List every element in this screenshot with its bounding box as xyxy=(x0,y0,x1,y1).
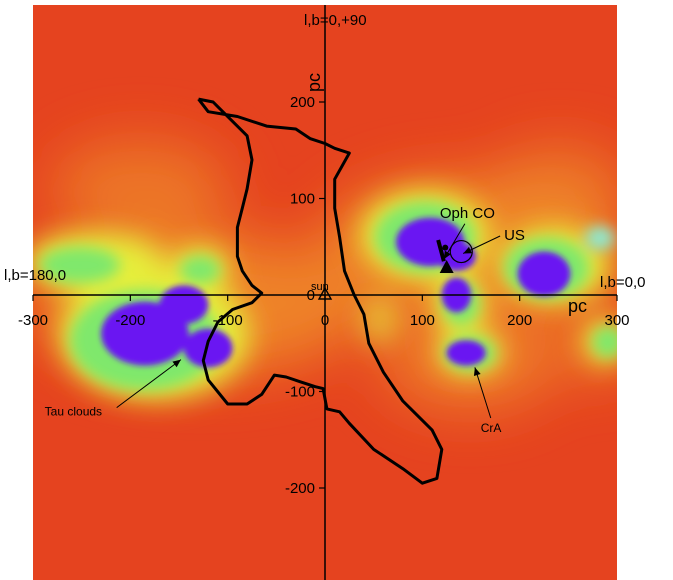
y-tick-label: 0 xyxy=(307,287,315,304)
annotation-arrowhead xyxy=(463,246,472,254)
direction-label-top: l,b=0,+90 xyxy=(304,12,367,29)
y-tick-label: 100 xyxy=(290,191,315,208)
yellow-blob xyxy=(360,295,400,345)
point-marker xyxy=(439,259,454,273)
dense-cloud xyxy=(159,285,209,324)
annotation-label: Tau clouds xyxy=(45,405,102,419)
annotation-arrow xyxy=(116,359,182,409)
y-tick-label: -200 xyxy=(285,480,315,497)
sun-marker xyxy=(317,286,333,300)
direction-label-left: l,b=180,0 xyxy=(4,267,66,284)
point-marker xyxy=(442,244,449,251)
annotation-arrow xyxy=(474,367,492,419)
green-blob xyxy=(593,327,617,357)
warm-blob xyxy=(490,145,617,235)
x-tick-label: -300 xyxy=(18,312,48,329)
direction-label-right: l,b=0,0 xyxy=(600,274,645,291)
x-tick-label: -200 xyxy=(115,312,145,329)
annotation-arrowhead xyxy=(443,250,451,260)
annotation-label: CrA xyxy=(481,421,502,435)
dense-cloud xyxy=(517,251,571,296)
x-tick-label: 300 xyxy=(604,312,629,329)
y-axis-label: pc xyxy=(304,73,324,92)
y-ticks: 200 100 0 -100 -200 xyxy=(285,94,325,497)
y-tick-label: 200 xyxy=(290,94,315,111)
annotation-label: US xyxy=(504,227,525,244)
point-marker xyxy=(436,239,446,262)
density-field xyxy=(33,140,617,410)
x-tick-label: 0 xyxy=(321,312,329,329)
annotation-label: Oph CO xyxy=(440,205,495,222)
dense-cloud xyxy=(183,328,233,368)
annotation-arrowhead xyxy=(473,367,481,377)
x-tick-label: 100 xyxy=(410,312,435,329)
green-blob xyxy=(40,247,120,283)
x-tick-label: -100 xyxy=(213,312,243,329)
markers xyxy=(317,239,473,300)
x-axis-label: pc xyxy=(568,296,587,316)
annotations: Tau clouds Oph CO US CrA xyxy=(45,205,525,435)
dense-cloud xyxy=(446,340,486,366)
cyan-blob xyxy=(585,226,615,250)
point-marker xyxy=(449,239,473,264)
x-tick-label: 200 xyxy=(507,312,532,329)
warm-blob xyxy=(50,140,230,240)
green-blob xyxy=(180,256,220,284)
annotation-arrowhead xyxy=(172,359,181,368)
y-tick-label: -100 xyxy=(285,384,315,401)
x-ticks: -300 -200 -100 0 100 200 300 xyxy=(18,295,630,329)
